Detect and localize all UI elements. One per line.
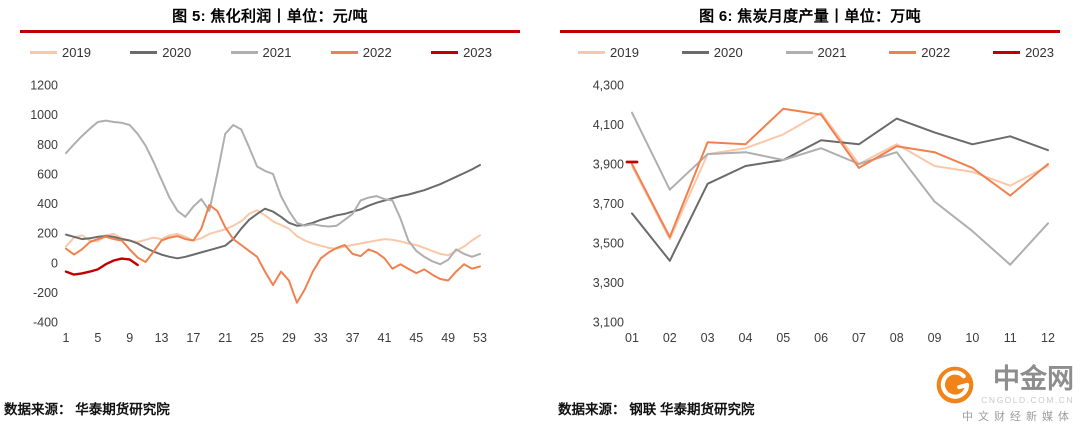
legend-label: 2019 (62, 44, 91, 60)
x-tick-label: 53 (473, 331, 487, 345)
watermark-text-block: 中金网 CNGOLD.COM.CN (981, 363, 1074, 405)
legend-item-2020: 2020 (130, 45, 191, 60)
series-line-2020 (65, 163, 481, 259)
legend-item-2019: 2019 (30, 45, 91, 60)
x-tick-label: 07 (852, 331, 866, 345)
legend-item-2019: 2019 (578, 45, 639, 60)
x-tick-label: 17 (186, 331, 200, 345)
brand-name: 中金网 (993, 363, 1074, 394)
legend-swatch-icon (330, 50, 358, 54)
series-line-2022 (65, 203, 481, 304)
x-tick-label: 05 (776, 331, 790, 345)
legend-label: 2023 (1025, 44, 1054, 60)
legend-swatch-icon (785, 50, 813, 54)
y-tick-label: -200 (33, 285, 58, 299)
watermark-brand-row: 中金网 CNGOLD.COM.CN (935, 363, 1074, 405)
legend-label: 2019 (610, 44, 639, 60)
legend-label: 2022 (362, 44, 392, 60)
x-tick-label: 1 (63, 331, 70, 345)
y-tick-label: 4,300 (593, 78, 624, 92)
x-tick-label: 11 (1004, 331, 1017, 345)
x-tick-label: 03 (701, 331, 715, 345)
title-underline (560, 30, 1060, 33)
y-tick-label: 3,900 (593, 157, 624, 171)
x-tick-label: 04 (739, 331, 753, 345)
legend-swatch-icon (993, 50, 1021, 54)
legend-item-2021: 2021 (785, 44, 847, 60)
cngold-logo-icon (936, 366, 974, 404)
series-line-2019 (631, 111, 1049, 240)
x-tick-label: 08 (890, 331, 904, 345)
brand-domain: CNGOLD.COM.CN (981, 395, 1074, 405)
x-tick-label: 41 (378, 331, 392, 345)
x-tick-label: 37 (346, 331, 360, 345)
legend-swatch-icon (681, 50, 709, 54)
legend-item-2023: 2023 (993, 45, 1054, 60)
y-tick-label: 800 (37, 137, 58, 151)
x-tick-label: 09 (928, 331, 942, 345)
x-tick-label: 49 (441, 331, 455, 345)
y-tick-label: 3,700 (593, 197, 624, 211)
legend-label: 2020 (162, 44, 192, 60)
legend-swatch-icon (30, 50, 57, 54)
y-tick-label: 200 (37, 226, 58, 240)
cngold-watermark: 中金网 CNGOLD.COM.CN 中文财经新媒体 (935, 363, 1074, 424)
source-note: 数据来源： 钢联 华泰期货研究院 (558, 402, 755, 417)
x-tick-label: 9 (126, 331, 133, 345)
y-tick-label: 600 (37, 167, 58, 181)
x-tick-label: 13 (155, 331, 169, 345)
legend-label: 2023 (463, 44, 492, 60)
y-tick-label: 3,300 (593, 276, 624, 290)
y-tick-label: -400 (33, 315, 58, 329)
x-tick-label: 25 (250, 331, 264, 345)
legend-swatch-icon (130, 50, 158, 54)
legend-swatch-icon (578, 50, 605, 54)
title-underline (20, 30, 520, 33)
y-tick-label: 3,500 (593, 236, 624, 250)
legend-item-2022: 2022 (330, 44, 392, 60)
coke-output-line-chart: 3,100 3,300 3,500 3,700 3,900 4,100 4,300 01 02 0… (593, 78, 1055, 345)
legend-label: 2021 (817, 44, 847, 60)
y-tick-label: 3,100 (593, 315, 624, 329)
x-tick-label: 02 (663, 331, 677, 345)
chart-panel-coke-output: 图 6: 焦炭月度产量丨单位：万吨 2019 2020 2021 2022 2023 3… (540, 0, 1080, 429)
legend-item-2021: 2021 (230, 44, 292, 60)
x-tick-label: 21 (218, 331, 232, 345)
legend-swatch-icon (431, 50, 459, 54)
x-tick-label: 12 (1041, 331, 1055, 345)
chart-panel-coking-profit: 图 5: 焦化利润丨单位：元/吨 2019 2020 2021 2022 2023 -4… (4, 8, 520, 417)
chart-legend: 2019 2020 2021 2022 2023 (578, 45, 1054, 60)
series-line-2021 (631, 111, 1049, 266)
x-tick-label: 06 (814, 331, 828, 345)
x-tick-label: 01 (625, 331, 639, 345)
x-tick-label: 45 (409, 331, 423, 345)
legend-label: 2021 (262, 44, 292, 60)
legend-swatch-icon (230, 50, 258, 54)
x-tick-label: 5 (94, 331, 101, 345)
series-line-2023 (64, 256, 139, 276)
y-tick-label: 1000 (30, 108, 58, 122)
legend-label: 2022 (921, 44, 951, 60)
x-tick-label: 29 (282, 331, 296, 345)
legend-label: 2020 (713, 44, 743, 60)
chart-title: 图 5: 焦化利润丨单位：元/吨 (172, 8, 368, 25)
y-tick-label: 1200 (30, 78, 58, 92)
chart-legend: 2019 2020 2021 2022 2023 (30, 45, 492, 60)
series-line-2021 (65, 119, 481, 265)
coking-profit-line-chart: -400 -200 0 200 400 600 800 1000 1200 1 5 9 13 17 21 25… (30, 78, 487, 345)
legend-item-2022: 2022 (889, 45, 950, 60)
series-line-2022 (631, 107, 1049, 238)
x-tick-label: 33 (314, 331, 328, 345)
legend-item-2023: 2023 (431, 45, 492, 60)
y-tick-label: 4,100 (593, 118, 624, 132)
y-tick-label: 400 (37, 197, 58, 211)
source-note: 数据来源： 华泰期货研究院 (4, 402, 170, 417)
brand-tagline: 中文财经新媒体 (962, 411, 1074, 423)
legend-item-2020: 2020 (681, 44, 743, 60)
y-tick-label: 0 (51, 256, 58, 270)
x-tick-label: 10 (965, 331, 979, 345)
legend-swatch-icon (889, 50, 917, 54)
chart-title: 图 6: 焦炭月度产量丨单位：万吨 (699, 8, 921, 25)
